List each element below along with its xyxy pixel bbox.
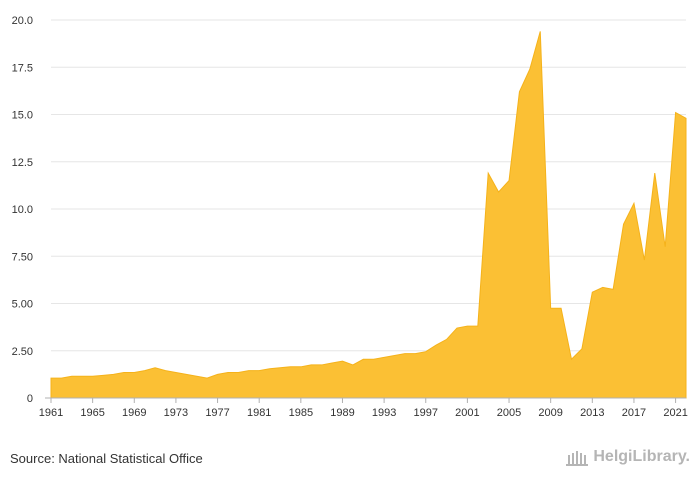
logo-text: HelgiLibrary. [593,448,690,465]
y-tick-label: 17.5 [12,62,33,74]
y-tick-label: 10.0 [12,204,33,216]
x-tick-label: 2017 [622,407,646,419]
x-tick-label: 2009 [538,407,562,419]
y-tick-label: 7.50 [12,251,33,263]
y-tick-label: 15.0 [12,110,33,122]
y-tick-label: 12.5 [12,157,33,169]
x-tick-label: 1989 [330,407,354,419]
helgi-library-logo: HelgiLibrary. [565,447,690,467]
x-tick-label: 1985 [289,407,313,419]
x-tick-label: 1993 [372,407,396,419]
source-note: Source: National Statistical Office [10,451,203,466]
x-tick-label: 1981 [247,407,271,419]
y-tick-label: 20.0 [12,15,33,27]
x-tick-label: 1973 [164,407,188,419]
y-axis-labels: 0 2.50 5.00 7.50 10.0 12.5 15.0 17.5 20.0 [12,15,33,405]
x-tick-label: 1969 [122,407,146,419]
x-tick-label: 1997 [414,407,438,419]
library-building-icon [566,451,589,466]
series-area [50,31,687,399]
x-tick-label: 1977 [205,407,229,419]
x-tick-label: 1965 [80,407,104,419]
y-tick-label: 5.00 [12,299,33,311]
x-tick-label: 2013 [580,407,604,419]
x-tick-label: 1961 [39,407,63,419]
y-tick-label: 0 [27,393,33,405]
x-axis-labels: 1961 1965 1969 1973 1977 1981 1985 1989 1993 1997… [39,398,688,419]
y-tick-label: 2.50 [12,346,33,358]
x-tick-label: 2005 [497,407,521,419]
x-tick-label: 2001 [455,407,479,419]
x-tick-label: 2021 [663,407,687,419]
grid-lines [51,19,686,352]
